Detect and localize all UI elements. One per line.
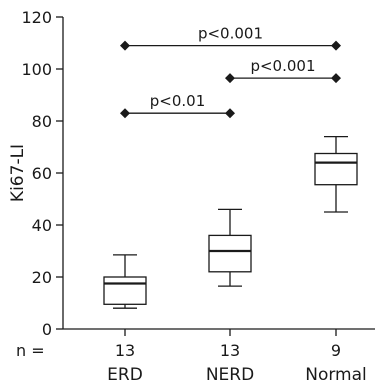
significance-bracket: p<0.001 (120, 25, 341, 51)
axes: 0 20 40 60 80 100 120 n = 13 ERD 13 NERD 9 Normal (16, 8, 375, 383)
y-tick-label: 20 (32, 268, 52, 287)
n-prefix-label: n = (16, 341, 45, 360)
y-tick-label: 0 (42, 320, 52, 339)
box-series (103, 135, 358, 309)
n-count-label: 13 (115, 341, 135, 360)
n-count-label: 13 (220, 341, 240, 360)
box-erd (103, 254, 147, 309)
p-value-label: p<0.001 (198, 25, 263, 43)
y-axis-label: Ki67-LI (8, 144, 28, 202)
x-category-label: NERD (206, 365, 254, 383)
y-tick-label: 40 (32, 216, 52, 235)
n-count-label: 9 (331, 341, 341, 360)
iqr-box (314, 152, 358, 186)
diamond-marker (331, 73, 341, 84)
significance-bracket: p<0.01 (120, 92, 235, 119)
iqr-box (103, 276, 147, 305)
significance-brackets: p<0.001 p<0.001 p<0.01 (120, 25, 341, 119)
y-tick-label: 80 (32, 112, 52, 131)
x-category-label: ERD (107, 365, 143, 383)
iqr-box (208, 234, 252, 273)
diamond-marker (120, 108, 130, 119)
y-tick-label: 60 (32, 164, 52, 183)
diamond-marker (225, 108, 235, 119)
box-normal (314, 135, 358, 213)
box-nerd (208, 208, 252, 287)
p-value-label: p<0.01 (150, 92, 206, 110)
significance-bracket: p<0.001 (225, 57, 341, 84)
p-value-label: p<0.001 (250, 57, 315, 75)
x-category-label: Normal (305, 365, 367, 383)
diamond-marker (120, 40, 130, 51)
diamond-marker (331, 40, 341, 51)
diamond-marker (225, 73, 235, 84)
y-tick-label: 100 (21, 60, 52, 79)
y-tick-label: 120 (21, 8, 52, 27)
